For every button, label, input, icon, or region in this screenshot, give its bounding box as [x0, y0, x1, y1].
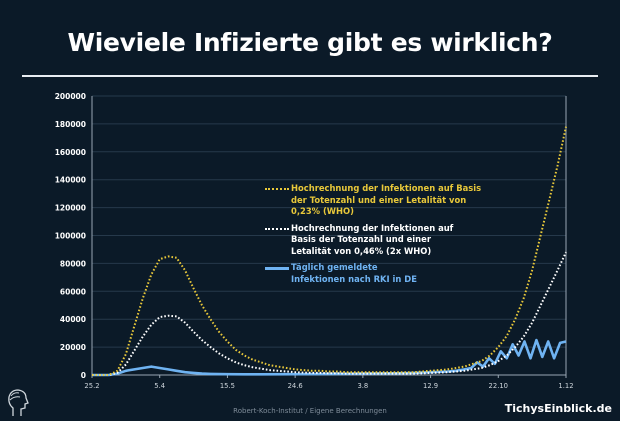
- y-tick-label: 40000: [60, 315, 86, 324]
- head-logo-icon: [8, 389, 29, 416]
- chart-legend: Hochrechnung der Infektionen auf Basis d…: [265, 183, 496, 290]
- legend-label: Hochrechnung der Infektionen auf Basis d…: [291, 222, 454, 256]
- legend-swatch-white: [265, 227, 289, 230]
- y-tick-label: 60000: [60, 287, 86, 296]
- y-tick-label: 120000: [55, 204, 86, 213]
- y-tick-label: 80000: [60, 259, 86, 268]
- x-tick-label: 5.4: [154, 382, 165, 390]
- x-tick-label: 22.10: [489, 382, 508, 390]
- legend-label: Täglich gemeldete Infektionen nach RKI i…: [291, 262, 417, 284]
- legend-swatch-yellow: [265, 188, 289, 190]
- x-tick-label: 12.9: [423, 382, 438, 390]
- legend-label: Hochrechnung der Infektionen auf Basis d…: [291, 183, 482, 216]
- x-tick-label: 15.5: [220, 382, 235, 390]
- y-tick-label: 100000: [55, 232, 86, 241]
- y-tick-label: 160000: [55, 148, 86, 157]
- y-tick-label: 180000: [55, 120, 86, 129]
- page-title: Wieviele Infizierte gibt es wirklich?: [67, 28, 553, 57]
- series-line-who: [92, 126, 567, 376]
- series-line-rki: [92, 338, 567, 377]
- source-note: Robert-Koch-Institut / Eigene Berechnung…: [233, 407, 387, 415]
- legend-item-yellow: Hochrechnung der Infektionen auf Basis d…: [265, 183, 496, 218]
- y-tick-label: 200000: [55, 92, 86, 101]
- x-tick-label: 25.2: [84, 382, 99, 390]
- x-tick-label: 3.8: [357, 382, 368, 390]
- legend-item-white: Hochrechnung der Infektionen auf Basis d…: [265, 223, 496, 258]
- y-tick-label: 20000: [60, 343, 86, 352]
- legend-swatch-blue: [265, 267, 289, 270]
- y-tick-label: 140000: [55, 176, 86, 185]
- x-tick-label: 24.6: [288, 382, 303, 390]
- x-tick-label: 1.12: [558, 382, 573, 390]
- title-divider: [22, 75, 598, 77]
- brand-label: TichysEinblick.de: [504, 402, 612, 415]
- y-tick-label: 0: [81, 371, 86, 380]
- legend-item-blue: Täglich gemeldete Infektionen nach RKI i…: [265, 262, 496, 285]
